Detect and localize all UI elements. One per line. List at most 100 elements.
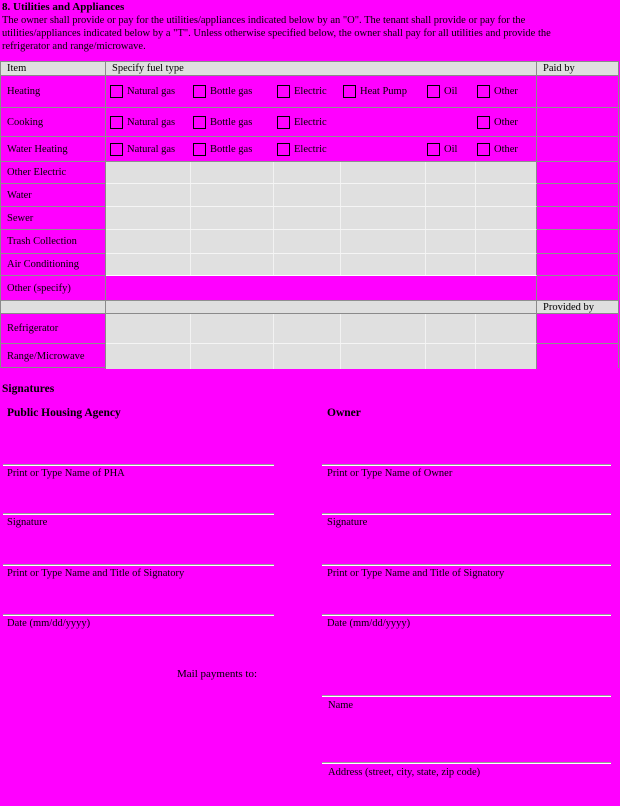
checkbox-label: Oil <box>444 143 458 155</box>
cooking-paid-by-field[interactable] <box>537 108 618 137</box>
other-specify-paid-by-field[interactable] <box>537 276 618 301</box>
cooking-fuel-options: Natural gas Bottle gas Electric Other <box>106 108 537 137</box>
refrigerator-provided-by-field[interactable] <box>537 314 618 344</box>
row-label-other-electric: Other Electric <box>1 162 106 184</box>
row-water-heating: Water Heating Natural gas Bottle gas Ele… <box>1 137 618 162</box>
cooking-natural-gas-option: Natural gas <box>110 108 175 136</box>
cooking-bottle-gas-checkbox[interactable] <box>193 115 206 129</box>
heating-other-option: Other <box>477 76 518 107</box>
checkbox-label: Bottle gas <box>210 143 253 155</box>
owner-date-line[interactable] <box>322 614 611 616</box>
checkbox-label: Oil <box>444 86 458 97</box>
owner-signature-label: Signature <box>327 517 368 528</box>
pha-date-label: Date (mm/dd/yyyy) <box>7 618 91 629</box>
row-label-water-heating: Water Heating <box>1 137 106 162</box>
row-label-sewer: Sewer <box>1 207 106 230</box>
cooking-other-checkbox[interactable] <box>477 115 490 129</box>
refrigerator-disabled-area <box>106 314 537 344</box>
checkbox-label: Natural gas <box>127 86 176 97</box>
checkbox-label: Natural gas <box>127 143 176 155</box>
row-label-heating: Heating <box>1 76 106 108</box>
row-heating: Heating Natural gas Bottle gas Electric … <box>1 76 618 108</box>
row-trash-collection: Trash Collection <box>1 230 618 254</box>
water-heating-natural-gas-option: Natural gas <box>110 137 175 161</box>
row-air-conditioning: Air Conditioning <box>1 254 618 276</box>
heating-natural-gas-option: Natural gas <box>110 76 175 107</box>
water-heating-electric-option: Electric <box>277 137 327 161</box>
water-heating-natural-gas-checkbox[interactable] <box>110 142 123 156</box>
owner-signatory-line[interactable] <box>322 564 611 566</box>
payee-address-line[interactable] <box>322 762 611 764</box>
cooking-natural-gas-checkbox[interactable] <box>110 115 123 129</box>
row-label-cooking: Cooking <box>1 108 106 137</box>
range-microwave-provided-by-field[interactable] <box>537 344 618 369</box>
owner-date-label: Date (mm/dd/yyyy) <box>327 618 411 629</box>
heating-paid-by-field[interactable] <box>537 76 618 108</box>
owner-column-title: Owner <box>327 407 361 419</box>
heating-natural-gas-checkbox[interactable] <box>110 85 123 98</box>
pha-date-line[interactable] <box>3 614 274 616</box>
col-header-paid-by: Paid by <box>537 62 618 76</box>
row-label-trash-collection: Trash Collection <box>1 230 106 254</box>
checkbox-label: Other <box>494 116 518 128</box>
other-electric-paid-by-field[interactable] <box>537 162 618 184</box>
pha-name-signature-line[interactable] <box>3 464 274 466</box>
heating-electric-option: Electric <box>277 76 327 107</box>
row-range-microwave: Range/Microwave <box>1 344 618 369</box>
intro-line-1: The owner shall provide or pay for the u… <box>2 15 526 26</box>
checkbox-label: Electric <box>294 86 327 97</box>
payee-name-label: Name <box>328 700 354 711</box>
row-cooking: Cooking Natural gas Bottle gas Electric … <box>1 108 618 137</box>
pha-column-title: Public Housing Agency <box>7 407 121 419</box>
sewer-paid-by-field[interactable] <box>537 207 618 230</box>
pha-signatory-line[interactable] <box>3 564 274 566</box>
water-heating-paid-by-field[interactable] <box>537 137 618 162</box>
row-other-electric: Other Electric <box>1 162 618 184</box>
col-header-provided-by: Provided by <box>537 301 618 314</box>
col-header-item: Item <box>1 62 106 76</box>
provided-by-header-row: Provided by <box>1 301 618 314</box>
trash-collection-disabled-area <box>106 230 537 254</box>
heating-heat-pump-option: Heat Pump <box>343 76 407 107</box>
cooking-electric-checkbox[interactable] <box>277 115 290 129</box>
pha-signature-line[interactable] <box>3 513 274 515</box>
water-heating-oil-checkbox[interactable] <box>427 142 440 156</box>
table-header-row: Item Specify fuel type Paid by <box>1 62 618 76</box>
heating-oil-checkbox[interactable] <box>427 85 440 98</box>
pha-signature-label: Signature <box>7 517 48 528</box>
heating-oil-option: Oil <box>427 76 457 107</box>
owner-name-label: Print or Type Name of Owner <box>327 468 453 479</box>
heating-heat-pump-checkbox[interactable] <box>343 85 356 98</box>
heating-electric-checkbox[interactable] <box>277 85 290 98</box>
water-heating-bottle-gas-option: Bottle gas <box>193 137 252 161</box>
other-electric-disabled-area <box>106 162 537 184</box>
range-microwave-disabled-area <box>106 344 537 369</box>
cooking-other-option: Other <box>477 108 518 136</box>
row-water: Water <box>1 184 618 207</box>
water-heating-other-option: Other <box>477 137 518 161</box>
air-conditioning-paid-by-field[interactable] <box>537 254 618 276</box>
row-other-specify: Other (specify) <box>1 276 618 301</box>
other-specify-field[interactable] <box>106 276 537 301</box>
water-paid-by-field[interactable] <box>537 184 618 207</box>
intro-line-3: refrigerator and range/microwave. <box>2 41 146 52</box>
trash-collection-paid-by-field[interactable] <box>537 230 618 254</box>
pha-signatory-label: Print or Type Name and Title of Signator… <box>7 568 185 579</box>
row-refrigerator: Refrigerator <box>1 314 618 344</box>
water-heating-bottle-gas-checkbox[interactable] <box>193 142 206 156</box>
payee-name-line[interactable] <box>322 695 611 697</box>
heating-bottle-gas-option: Bottle gas <box>193 76 252 107</box>
water-heating-electric-checkbox[interactable] <box>277 142 290 156</box>
heating-fuel-options: Natural gas Bottle gas Electric Heat Pum… <box>106 76 537 108</box>
payee-address-label: Address (street, city, state, zip code) <box>328 767 481 778</box>
checkbox-label: Heat Pump <box>360 86 407 97</box>
owner-name-signature-line[interactable] <box>322 464 611 466</box>
owner-signature-line[interactable] <box>322 513 611 515</box>
heating-bottle-gas-checkbox[interactable] <box>193 85 206 98</box>
provided-by-header-item-spacer <box>1 301 106 314</box>
heating-other-checkbox[interactable] <box>477 85 490 98</box>
air-conditioning-disabled-area <box>106 254 537 276</box>
pha-name-label: Print or Type Name of PHA <box>7 468 125 479</box>
water-heating-other-checkbox[interactable] <box>477 142 490 156</box>
